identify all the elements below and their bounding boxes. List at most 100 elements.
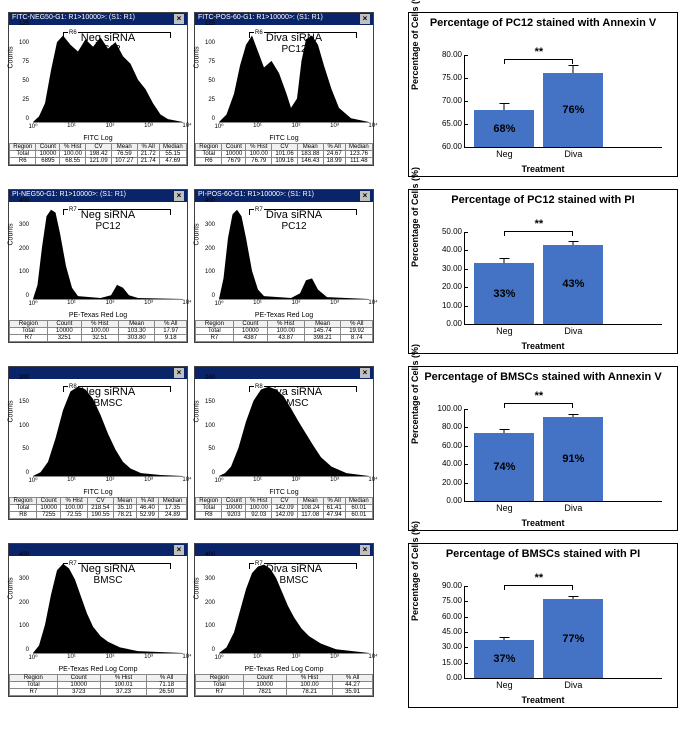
flow-histogram: PI-POS-60-G1: R1>10000>: (S1: R1)× Count… xyxy=(194,189,374,343)
x-axis: 10⁰10¹10²10³10⁴ xyxy=(33,123,187,135)
y-axis: Counts0100200300400 xyxy=(11,204,31,299)
y-axis: Counts050100150200 xyxy=(11,381,31,476)
plot-area: R7 Diva siRNABMSC xyxy=(219,559,369,654)
significance-marker: ** xyxy=(535,572,544,584)
flow-histogram: × Counts0100200300400 R7 Neg siRNABMSC 1… xyxy=(8,543,188,697)
bar-category-label: Neg xyxy=(496,324,513,336)
stats-table: RegionCount% Hist% AllTotal10000100.0044… xyxy=(195,674,373,696)
y-axis-label: Percentage of Cells (%) xyxy=(410,343,420,443)
window-titlebar: × xyxy=(195,544,373,556)
histogram-panel: D × Counts0100200300400 R7 Neg siRNABMSC… xyxy=(8,539,388,708)
window-titlebar: PI-NEG50-G1: R1>10000>: (S1: R1)× xyxy=(9,190,187,202)
plot-overlay-label: Neg siRNAPC12 xyxy=(81,32,135,55)
significance-bracket: ** xyxy=(504,59,573,64)
bar-diva: 91% Diva xyxy=(543,417,603,501)
flow-histogram: PI-NEG50-G1: R1>10000>: (S1: R1)× Counts… xyxy=(8,189,188,343)
bar-category-label: Diva xyxy=(564,147,582,159)
bar-value-label: 74% xyxy=(493,461,515,473)
x-axis: 10⁰10¹10²10³10⁴ xyxy=(219,654,373,666)
chart-panel: H Percentage of BMSCs stained with PI Pe… xyxy=(408,539,697,708)
error-bar xyxy=(573,415,574,417)
chart-plot-area: 0.0020.0040.0060.0080.00100.00 74% Neg 9… xyxy=(464,409,662,502)
window-titlebar: × xyxy=(9,544,187,556)
x-axis-label: Treatment xyxy=(409,341,677,351)
significance-bracket: ** xyxy=(504,403,573,408)
plot-area: R6 Diva siRNAPC12 xyxy=(219,28,369,123)
plot-area: R8 Diva siRNABMSC xyxy=(219,382,369,477)
bar-category-label: Neg xyxy=(496,147,513,159)
x-axis: 10⁰10¹10²10³10⁴ xyxy=(219,300,373,312)
bar-neg: 37% Neg xyxy=(474,640,534,678)
close-icon: × xyxy=(360,14,370,24)
error-bar xyxy=(504,104,505,110)
x-axis-label: PE-Texas Red Log xyxy=(195,312,373,319)
error-bar xyxy=(573,66,574,74)
x-axis: 10⁰10¹10²10³10⁴ xyxy=(219,123,373,135)
significance-marker: ** xyxy=(535,390,544,402)
bar-value-label: 76% xyxy=(562,104,584,116)
stats-table: RegionCount% HistMean% AllTotal10000100.… xyxy=(195,320,373,342)
bar-chart: Percentage of PC12 stained with PI Perce… xyxy=(408,189,678,354)
stats-table: RegionCount% HistCVMean% AllMedianTotal1… xyxy=(9,497,187,519)
error-bar xyxy=(504,638,505,640)
close-icon: × xyxy=(360,368,370,378)
y-axis-label: Percentage of Cells (%) xyxy=(410,520,420,620)
close-icon: × xyxy=(360,191,370,201)
x-axis-label: PE-Texas Red Log xyxy=(9,312,187,319)
bar-chart: Percentage of BMSCs stained with Annexin… xyxy=(408,366,678,531)
stats-table: RegionCount% HistMean% AllTotal10000100.… xyxy=(9,320,187,342)
chart-plot-area: 0.0015.0030.0045.0060.0075.0090.00 37% N… xyxy=(464,586,662,679)
x-axis-label: Treatment xyxy=(409,164,677,174)
x-axis: 10⁰10¹10²10³10⁴ xyxy=(33,477,187,489)
window-titlebar: FITC-POS-60-G1: R1>10000>: (S1: R1)× xyxy=(195,13,373,25)
bar-category-label: Neg xyxy=(496,501,513,513)
chart-plot-area: 60.0065.0070.0075.0080.00 68% Neg 76% Di… xyxy=(464,55,662,148)
bar-neg: 33% Neg xyxy=(474,263,534,324)
flow-histogram: × Counts0100200300400 R7 Diva siRNABMSC … xyxy=(194,543,374,697)
y-axis: Counts050100150200 xyxy=(197,381,217,476)
histogram-panel: B PI-NEG50-G1: R1>10000>: (S1: R1)× Coun… xyxy=(8,185,388,354)
chart-panel: E Percentage of PC12 stained with Annexi… xyxy=(408,8,697,177)
bar-chart: Percentage of BMSCs stained with PI Perc… xyxy=(408,543,678,708)
flow-histogram: FITC-POS-60-G1: R1>10000>: (S1: R1)× Cou… xyxy=(194,12,374,166)
close-icon: × xyxy=(174,545,184,555)
plot-overlay-label: Diva siRNABMSC xyxy=(266,563,322,586)
x-axis-label: FITC Log xyxy=(9,489,187,496)
error-bar xyxy=(573,597,574,599)
significance-marker: ** xyxy=(535,218,544,230)
plot-overlay-label: Diva siRNAPC12 xyxy=(266,32,322,55)
window-titlebar: × xyxy=(9,367,187,379)
x-axis: 10⁰10¹10²10³10⁴ xyxy=(33,300,187,312)
plot-overlay-label: Neg siRNAPC12 xyxy=(81,209,135,232)
y-axis-label: Percentage of Cells (%) xyxy=(410,166,420,266)
bar-diva: 77% Diva xyxy=(543,599,603,678)
bar-value-label: 37% xyxy=(493,653,515,665)
close-icon: × xyxy=(174,14,184,24)
x-axis-label: PE-Texas Red Log Comp xyxy=(195,666,373,673)
flow-histogram: FITC-NEG50-G1: R1>10000>: (S1: R1)× Coun… xyxy=(8,12,188,166)
y-axis: Counts0100200300400 xyxy=(11,558,31,653)
plot-overlay-label: Neg siRNABMSC xyxy=(81,563,135,586)
stats-table: RegionCount% Hist% AllTotal10000100.0171… xyxy=(9,674,187,696)
bar-value-label: 33% xyxy=(493,288,515,300)
y-axis-label: Percentage of Cells (%) xyxy=(410,0,420,90)
plot-area: R6 Neg siRNAPC12 xyxy=(33,28,183,123)
chart-title: Percentage of PC12 stained with Annexin … xyxy=(409,13,677,32)
x-axis: 10⁰10¹10²10³10⁴ xyxy=(33,654,187,666)
chart-title: Percentage of BMSCs stained with Annexin… xyxy=(409,367,677,386)
chart-title: Percentage of BMSCs stained with PI xyxy=(409,544,677,563)
bar-value-label: 91% xyxy=(562,453,584,465)
close-icon: × xyxy=(174,368,184,378)
stats-table: RegionCount% HistCVMean% AllMedianTotal1… xyxy=(9,143,187,165)
y-axis: Counts0100200300400 xyxy=(197,204,217,299)
y-axis: Counts0100200300400 xyxy=(197,558,217,653)
bar-diva: 76% Diva xyxy=(543,73,603,147)
bar-chart: Percentage of PC12 stained with Annexin … xyxy=(408,12,678,177)
x-axis-label: FITC Log xyxy=(195,135,373,142)
bar-category-label: Diva xyxy=(564,324,582,336)
plot-overlay-label: Diva siRNAPC12 xyxy=(266,209,322,232)
flow-histogram: × Counts050100150200 R8 Neg siRNABMSC 10… xyxy=(8,366,188,520)
bar-category-label: Diva xyxy=(564,501,582,513)
plot-overlay-label: Diva siRNABMSC xyxy=(266,386,322,409)
bar-neg: 74% Neg xyxy=(474,433,534,501)
